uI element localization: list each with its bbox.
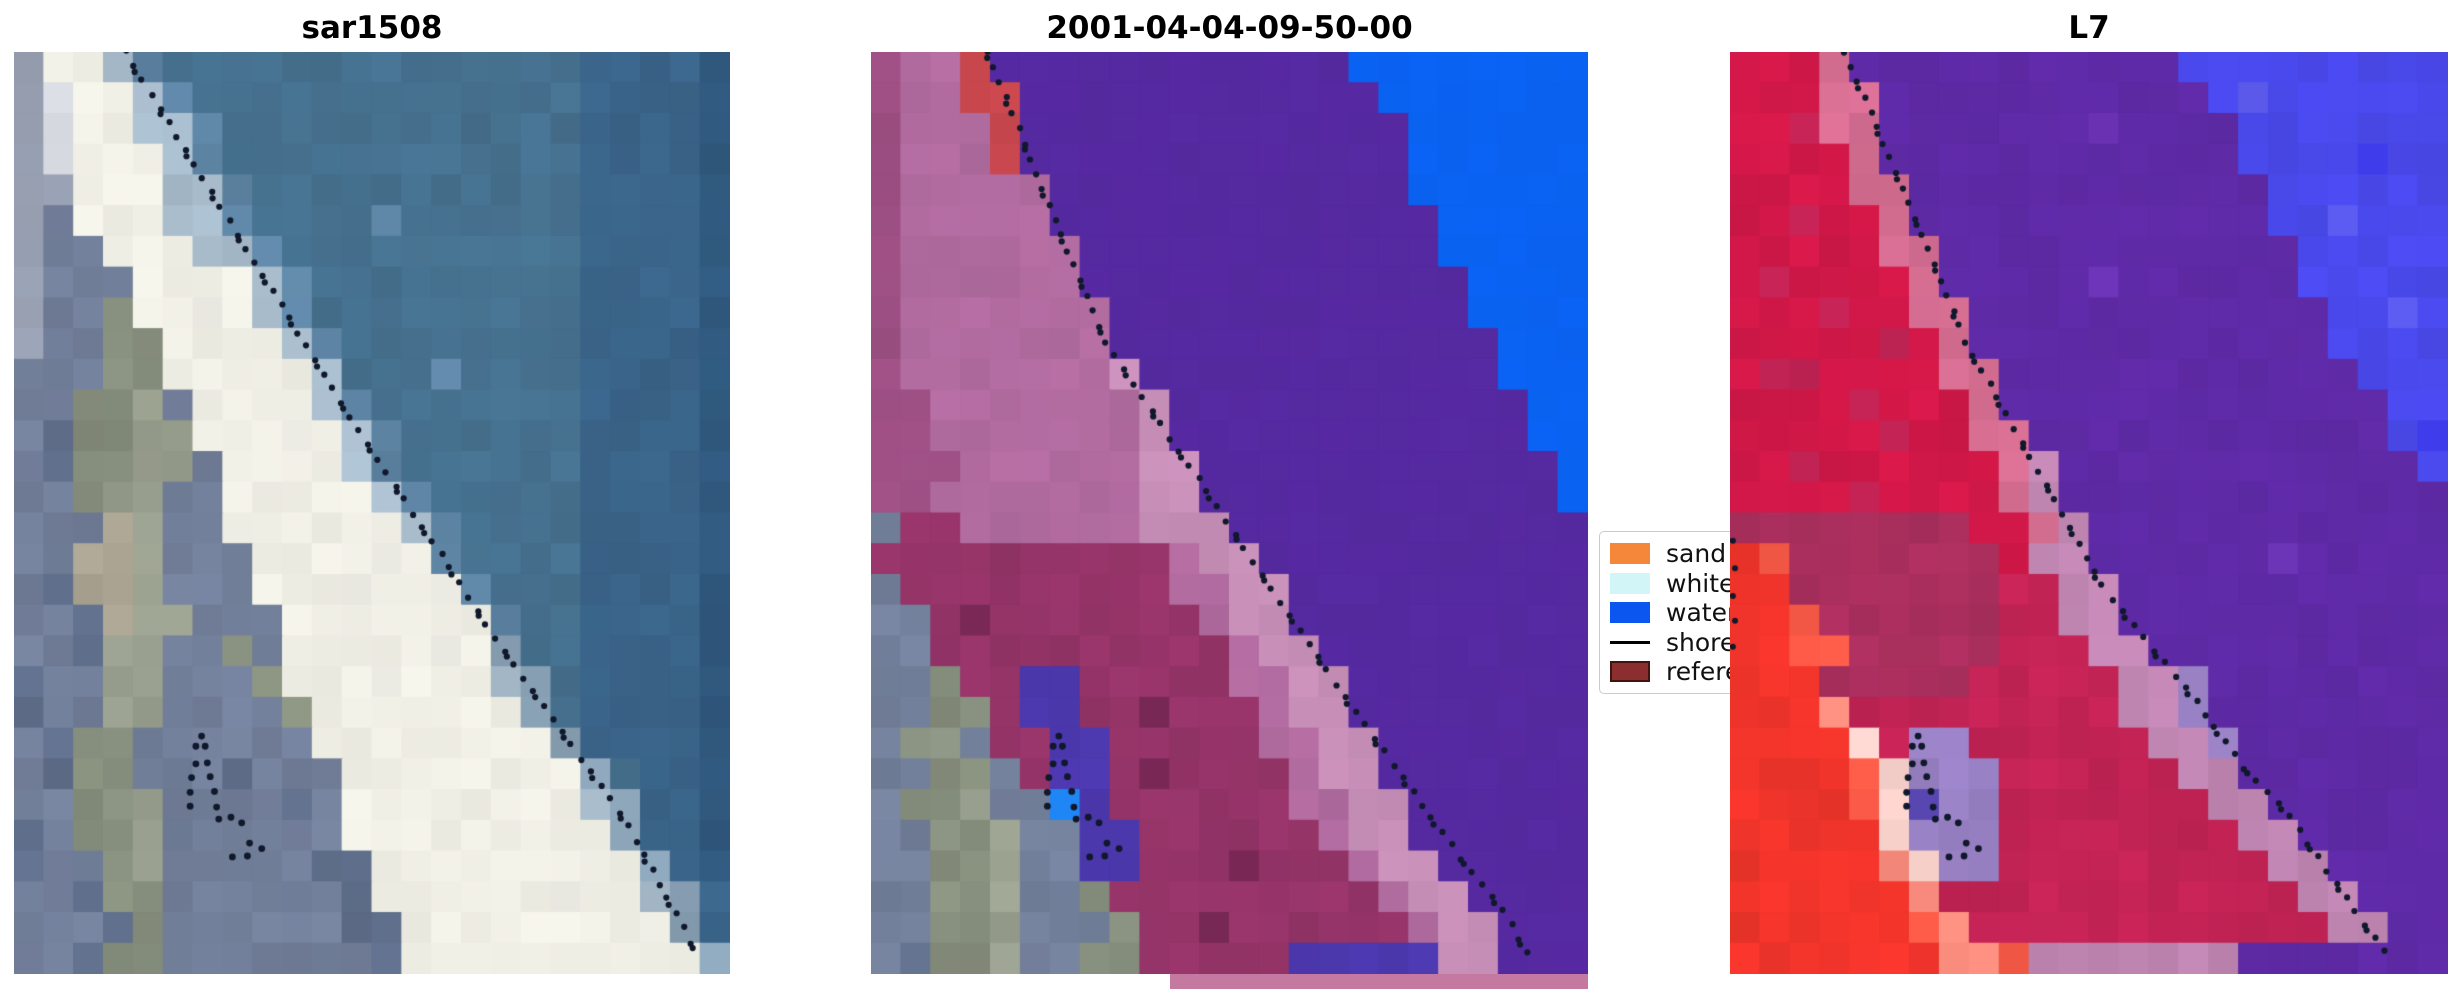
water-swatch bbox=[1610, 602, 1650, 624]
reference-shoreline-swatch bbox=[1610, 661, 1650, 683]
panel-title-date: 2001-04-04-09-50-00 bbox=[1046, 10, 1413, 46]
sand-swatch bbox=[1610, 543, 1650, 565]
shoreline-line-swatch bbox=[1610, 640, 1650, 644]
bottom-pink-strip bbox=[1170, 974, 1588, 989]
classified-image-2001-04-04 bbox=[871, 52, 1588, 974]
legend-label-sand: sand bbox=[1666, 539, 1727, 569]
sar1508-satellite-image bbox=[14, 52, 730, 974]
legend-label-water: water bbox=[1666, 598, 1738, 628]
whitewater-swatch bbox=[1610, 572, 1650, 594]
l7-satellite-image bbox=[1730, 52, 2448, 974]
panel-title-l7: L7 bbox=[2068, 10, 2110, 46]
panel-title-sar1508: sar1508 bbox=[301, 10, 443, 46]
legend-row-sand: sand bbox=[1610, 539, 1798, 569]
legend-row-water: water bbox=[1610, 598, 1798, 628]
